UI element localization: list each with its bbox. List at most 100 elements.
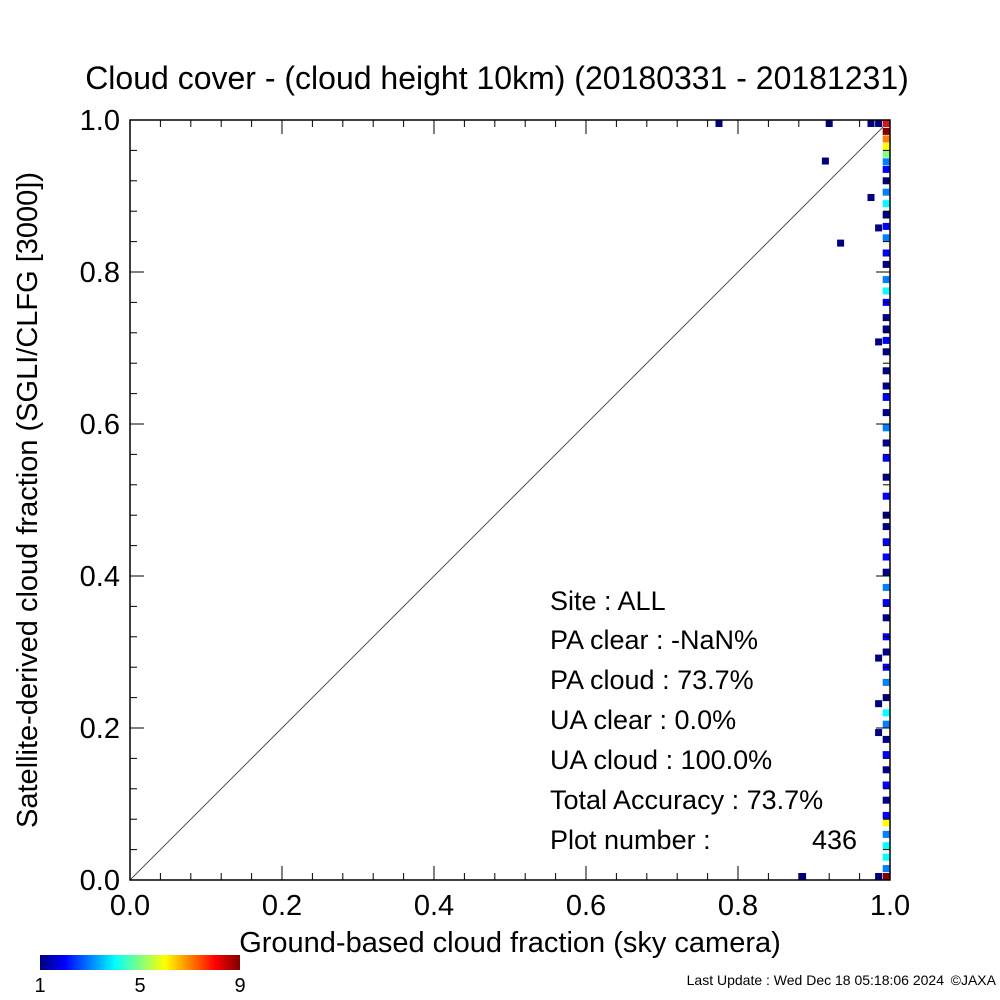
data-point: [882, 260, 890, 268]
stat-pa-cloud: PA cloud : 73.7%: [550, 665, 754, 695]
data-point: [882, 568, 890, 576]
data-point: [882, 382, 890, 390]
data-point: [882, 819, 890, 827]
data-point: [882, 336, 890, 344]
y-tick-label: 0.6: [80, 409, 120, 441]
stat-plot-number-label: Plot number :: [550, 825, 711, 855]
colorbar-label-mid: 5: [134, 975, 145, 997]
last-update-text: Last Update : Wed Dec 18 05:18:06 2024: [687, 972, 945, 988]
data-point: [882, 492, 890, 500]
data-point: [875, 120, 883, 127]
data-point: [882, 150, 890, 158]
stat-pa-clear: PA clear : -NaN%: [550, 625, 758, 655]
data-point: [837, 239, 845, 247]
data-point: [821, 157, 829, 165]
colorbar-label-min: 1: [34, 975, 45, 997]
data-point: [875, 654, 883, 662]
data-point: [882, 766, 890, 774]
data-points: [715, 120, 890, 880]
data-point: [882, 709, 890, 717]
data-point: [882, 348, 890, 356]
data-point: [875, 729, 883, 737]
data-point: [882, 424, 890, 432]
data-point: [882, 287, 890, 295]
x-tick-label: 0.0: [110, 890, 150, 922]
x-tick-label: 0.8: [718, 890, 758, 922]
data-point: [882, 222, 890, 230]
data-point: [882, 678, 890, 686]
data-point: [882, 127, 890, 135]
data-point: [882, 234, 890, 242]
data-point: [882, 135, 890, 143]
data-point: [882, 454, 890, 462]
stat-ua-clear: UA clear : 0.0%: [550, 705, 736, 735]
data-point: [882, 200, 890, 208]
x-tick-label: 0.2: [262, 890, 302, 922]
data-point: [875, 700, 883, 708]
data-point: [882, 143, 890, 151]
stat-total-accuracy: Total Accuracy : 73.7%: [550, 785, 823, 815]
data-point: [875, 873, 883, 880]
data-point: [882, 781, 890, 789]
data-point: [867, 120, 875, 127]
copyright-text: ©JAXA: [951, 972, 997, 988]
stat-ua-cloud: UA cloud : 100.0%: [550, 745, 772, 775]
data-point: [882, 553, 890, 561]
y-tick-label: 0.8: [80, 257, 120, 289]
axis-ticks: [129, 119, 891, 881]
data-point: [882, 439, 890, 447]
data-point: [882, 830, 890, 838]
chart-title: Cloud cover - (cloud height 10km) (20180…: [85, 60, 909, 96]
data-point: [882, 865, 890, 873]
data-point: [882, 314, 890, 322]
x-tick-label: 1.0: [870, 890, 910, 922]
y-tick-label: 1.0: [80, 105, 120, 137]
data-point: [882, 796, 890, 804]
data-point: [882, 614, 890, 622]
data-point: [715, 120, 723, 127]
data-point: [799, 873, 807, 880]
x-axis-label: Ground-based cloud fraction (sky camera): [239, 927, 781, 959]
data-point: [882, 538, 890, 546]
one-to-one-line: [129, 119, 891, 881]
stat-site: Site : ALL: [550, 586, 666, 616]
data-point: [882, 735, 890, 743]
data-point: [875, 338, 883, 346]
data-point: [882, 325, 890, 333]
data-point: [882, 599, 890, 607]
data-point: [882, 523, 890, 531]
data-point: [882, 720, 890, 728]
data-point: [882, 853, 890, 861]
data-point: [882, 276, 890, 284]
y-tick-label: 0.0: [80, 865, 120, 897]
y-tick-label: 0.4: [80, 561, 120, 593]
data-point: [882, 249, 890, 257]
data-point: [882, 473, 890, 481]
plot-frame: [129, 119, 891, 881]
data-point: [882, 583, 890, 591]
x-tick-label: 0.6: [566, 890, 606, 922]
stats-box: Site : ALL PA clear : -NaN% PA cloud : 7…: [550, 586, 857, 855]
data-point: [882, 393, 890, 401]
colorbar: [40, 955, 240, 970]
y-tick-label: 0.2: [80, 713, 120, 745]
data-point: [882, 367, 890, 375]
data-point: [882, 751, 890, 759]
data-point: [867, 194, 875, 202]
data-point: [882, 648, 890, 656]
data-point: [882, 842, 890, 850]
colorbar-label-max: 9: [234, 975, 245, 997]
x-tick-labels: 0.0 0.2 0.4 0.6 0.8 1.0: [110, 890, 910, 922]
y-axis-label: Satellite-derived cloud fraction (SGLI/C…: [12, 172, 44, 828]
data-point: [882, 188, 890, 196]
data-point: [875, 224, 883, 232]
data-point: [882, 409, 890, 417]
y-tick-labels: 0.0 0.2 0.4 0.6 0.8 1.0: [80, 105, 120, 897]
data-point: [882, 211, 890, 219]
data-point: [882, 165, 890, 173]
data-point: [882, 811, 890, 819]
stat-plot-number-value: 436: [812, 825, 857, 855]
data-point: [882, 158, 890, 166]
x-tick-label: 0.4: [414, 890, 454, 922]
